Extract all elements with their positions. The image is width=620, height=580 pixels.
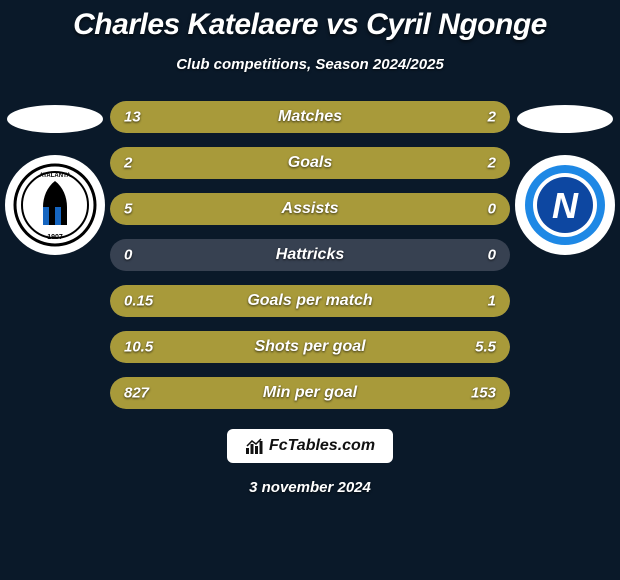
svg-text:N: N [552, 185, 579, 226]
stat-label: Assists [282, 200, 339, 218]
stat-value-left: 0 [124, 247, 132, 264]
stat-value-right: 0 [488, 247, 496, 264]
stat-row: Min per goal 827 153 [110, 377, 510, 409]
stat-label: Goals per match [247, 292, 372, 310]
stats-bars: Matches 13 2 Goals 2 2 Assists 5 0 Hattricks 0 0 Goa… [110, 101, 510, 409]
right-player-col: N [510, 101, 620, 255]
stat-row: Assists 5 0 [110, 193, 510, 225]
main-area: ATALANTA 1907 Matches 13 2 Goals 2 2 Assists 5 0… [0, 101, 620, 409]
stat-value-right: 2 [488, 155, 496, 172]
atalanta-logo-icon: ATALANTA 1907 [13, 163, 97, 247]
stat-value-left: 10.5 [124, 339, 153, 356]
bar-left [110, 147, 310, 179]
stat-value-left: 0.15 [124, 293, 153, 310]
stat-row: Shots per goal 10.5 5.5 [110, 331, 510, 363]
page-subtitle: Club competitions, Season 2024/2025 [176, 56, 444, 73]
date-text: 3 november 2024 [249, 479, 371, 496]
stat-value-right: 0 [488, 201, 496, 218]
player-oval-left [7, 105, 103, 133]
stat-value-right: 2 [488, 109, 496, 126]
stat-label: Min per goal [263, 384, 357, 402]
stat-label: Hattricks [276, 246, 344, 264]
stat-label: Goals [288, 154, 332, 172]
stat-row: Goals 2 2 [110, 147, 510, 179]
stat-value-right: 1 [488, 293, 496, 310]
stat-value-left: 13 [124, 109, 141, 126]
stat-value-left: 827 [124, 385, 149, 402]
stat-row: Hattricks 0 0 [110, 239, 510, 271]
stat-label: Matches [278, 108, 342, 126]
stat-value-left: 2 [124, 155, 132, 172]
page-title: Charles Katelaere vs Cyril Ngonge [73, 8, 547, 42]
svg-text:ATALANTA: ATALANTA [39, 173, 71, 179]
comparison-card: Charles Katelaere vs Cyril Ngonge Club c… [0, 0, 620, 580]
club-badge-right: N [515, 155, 615, 255]
stat-label: Shots per goal [254, 338, 365, 356]
stat-value-left: 5 [124, 201, 132, 218]
club-badge-left: ATALANTA 1907 [5, 155, 105, 255]
player-oval-right [517, 105, 613, 133]
stat-value-right: 5.5 [475, 339, 496, 356]
brand-badge[interactable]: FcTables.com [227, 429, 393, 463]
brand-text: FcTables.com [269, 437, 375, 455]
svg-text:1907: 1907 [47, 234, 63, 241]
stat-row: Matches 13 2 [110, 101, 510, 133]
stat-row: Goals per match 0.15 1 [110, 285, 510, 317]
napoli-logo-icon: N [523, 163, 607, 247]
chart-icon [245, 437, 263, 455]
stat-value-right: 153 [471, 385, 496, 402]
left-player-col: ATALANTA 1907 [0, 101, 110, 255]
bar-right [310, 147, 510, 179]
